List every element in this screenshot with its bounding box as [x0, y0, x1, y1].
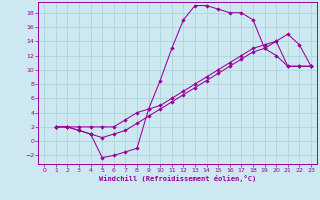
X-axis label: Windchill (Refroidissement éolien,°C): Windchill (Refroidissement éolien,°C)	[99, 175, 256, 182]
